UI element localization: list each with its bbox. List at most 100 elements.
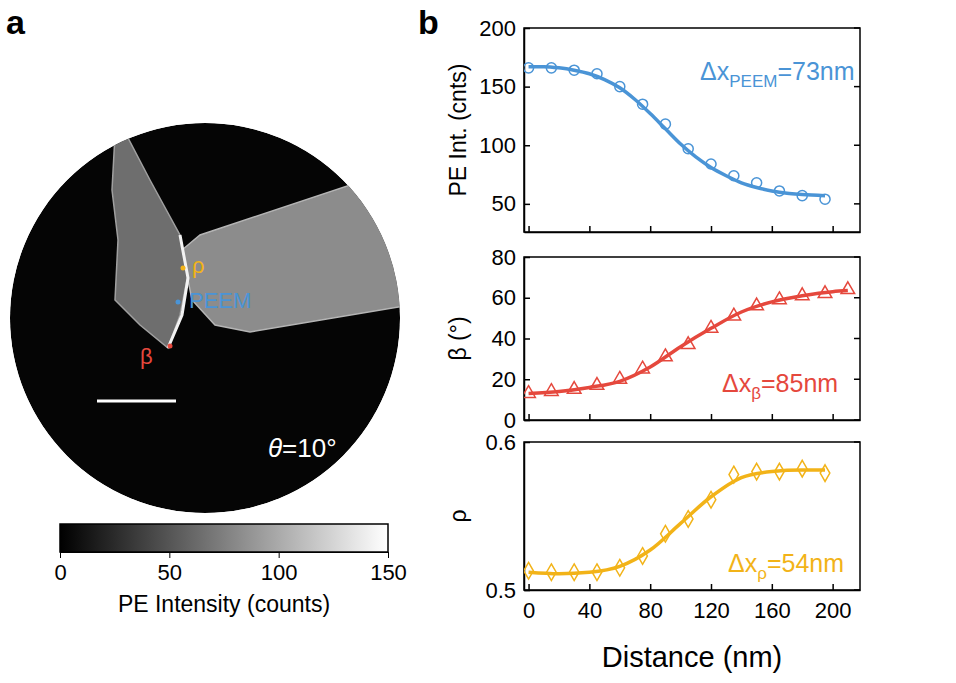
x-tick — [650, 226, 651, 232]
y-axis: 020406080 — [492, 245, 530, 433]
plot-frame — [524, 257, 860, 420]
y-tick: 80 — [492, 245, 530, 270]
annotation-suffix: =85nm — [761, 369, 838, 397]
colorbar-tick-label: 150 — [370, 560, 407, 585]
annotation-suffix: =54nm — [767, 549, 844, 577]
y-tick: 200 — [479, 16, 530, 41]
colorbar — [60, 524, 388, 552]
x-tick-label: 40 — [578, 598, 602, 623]
x-tick: 80 — [638, 584, 662, 623]
colorbar-tick-mark — [169, 552, 170, 558]
y-tick-label: 80 — [492, 245, 516, 270]
panel-label: a — [6, 3, 26, 41]
annotation-subscript: ρ — [757, 564, 767, 583]
figure: a ρ PEEM β θ=10° 0 50 100 150 PE Intensity (count… — [0, 0, 956, 683]
flake-plate — [182, 168, 410, 332]
colorbar-axis-line — [61, 552, 389, 553]
y-tick-label: 200 — [479, 16, 516, 41]
y-tick-mark — [524, 590, 530, 592]
x-tick-mark — [650, 584, 652, 590]
y-tick: 50 — [492, 191, 530, 216]
image-annotation: PEEM — [189, 288, 251, 313]
y-tick-mark — [524, 28, 530, 30]
y-tick-mark-right — [854, 256, 860, 258]
x-tick — [589, 414, 590, 420]
panel-label: b — [418, 3, 439, 41]
colorbar-tick-mark — [279, 552, 280, 558]
x-tick-mark — [772, 414, 774, 420]
data-point — [820, 465, 830, 482]
x-axis-line — [525, 232, 861, 234]
width-annotation: ΔxPEEM=73nm — [700, 57, 855, 91]
image-background — [10, 123, 400, 513]
x-axis-title: Distance (nm) — [602, 641, 783, 673]
y-tick-mark-right — [854, 419, 860, 421]
y-tick-mark-right — [854, 589, 860, 591]
x-tick-mark — [711, 414, 713, 420]
location-dot — [181, 266, 186, 271]
y-tick-label: 0.5 — [485, 578, 516, 603]
x-tick-label: 0 — [523, 598, 535, 623]
annotation-main: Δx — [728, 549, 758, 577]
y-tick-mark — [524, 420, 530, 422]
x-tick-mark — [772, 226, 774, 232]
y-tick-label: 40 — [492, 326, 516, 351]
y-tick: 0.6 — [485, 430, 530, 455]
plot-frame — [524, 28, 860, 232]
x-tick-mark — [711, 584, 713, 590]
y-tick-mark — [524, 204, 530, 206]
y-tick-label: 0.6 — [485, 430, 516, 455]
x-tick-mark — [650, 226, 652, 232]
y-tick-mark-right — [854, 86, 860, 88]
image-annotation: θ=10° — [268, 433, 337, 463]
y-tick-label: 100 — [479, 133, 516, 158]
x-tick-mark — [832, 414, 834, 420]
colorbar-title: PE Intensity (counts) — [118, 591, 330, 617]
x-tick: 40 — [578, 584, 602, 623]
annotation-suffix: =73nm — [777, 57, 854, 85]
x-axis — [525, 414, 861, 421]
x-tick-mark — [772, 584, 774, 590]
width-annotation: Δxρ=54nm — [728, 549, 844, 583]
subplot: 0 40 80 120 160 200 0.5 0.6 ρ Distance (nm) Δxρ=54… — [445, 430, 861, 673]
location-dot — [176, 300, 181, 305]
image-annotation: β — [140, 344, 153, 369]
x-tick-mark — [528, 226, 530, 232]
peem-image — [10, 123, 410, 513]
fit-line — [529, 67, 825, 196]
x-tick-label: 80 — [638, 598, 662, 623]
y-tick-mark-right — [854, 203, 860, 205]
y-tick-label: 20 — [492, 367, 516, 392]
plot-frame — [524, 442, 860, 590]
x-tick: 200 — [815, 584, 852, 623]
colorbar-tick: 50 — [158, 552, 182, 585]
colorbar-tick-label: 0 — [54, 560, 66, 585]
x-tick-mark — [589, 414, 591, 420]
x-tick-mark — [589, 584, 591, 590]
y-tick-mark — [524, 298, 530, 300]
colorbar-axis: 0 50 100 150 — [54, 552, 406, 585]
y-tick-mark — [524, 338, 530, 340]
colorbar-tick: 150 — [370, 552, 407, 585]
x-tick — [711, 226, 712, 232]
colorbar-tick: 100 — [261, 552, 298, 585]
x-tick — [589, 226, 590, 232]
scale-bar — [97, 400, 176, 403]
annotation-main: Δx — [722, 369, 752, 397]
plot-area — [524, 282, 855, 398]
x-tick-mark — [650, 414, 652, 420]
colorbar-tick-mark — [60, 552, 61, 558]
x-tick-mark — [528, 584, 530, 590]
y-tick-label: 60 — [492, 285, 516, 310]
y-tick-mark-right — [854, 379, 860, 381]
y-tick-mark — [524, 257, 530, 259]
x-tick-mark — [528, 414, 530, 420]
annotation-subscript: PEEM — [729, 72, 777, 91]
x-tick: 160 — [754, 584, 791, 623]
y-tick-label: 150 — [479, 74, 516, 99]
y-tick: 150 — [479, 74, 530, 99]
x-tick-label: 160 — [754, 598, 791, 623]
x-tick-label: 200 — [815, 598, 852, 623]
x-tick — [772, 226, 773, 232]
x-tick: 120 — [693, 584, 730, 623]
